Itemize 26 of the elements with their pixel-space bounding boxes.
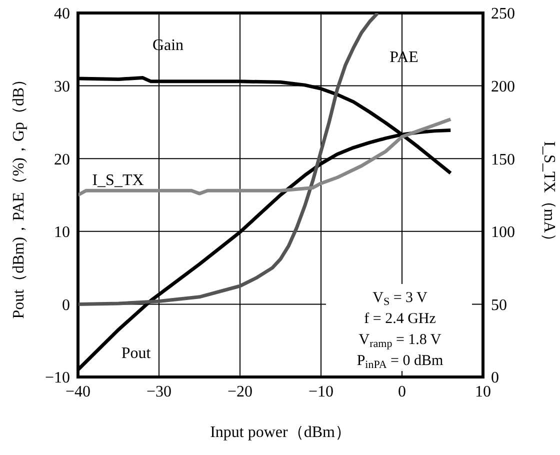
y2-tick-label: 100 <box>491 224 515 242</box>
x-tick-label: −20 <box>227 383 253 400</box>
y2-tick-label: 200 <box>491 78 515 96</box>
y-tick-label: 10 <box>54 224 70 242</box>
annotation: V$_{S}$ = 3 V <box>372 290 428 308</box>
annotation: f = 2.4 GHz <box>364 311 436 327</box>
y2-axis-title: I_S_TX（mA） <box>540 141 558 249</box>
y-tick-label: 30 <box>54 78 70 96</box>
y2-tick-label: 0 <box>491 370 499 387</box>
x-axis-title: Input power（dBm） <box>210 424 351 441</box>
line-series <box>78 118 452 197</box>
series-label: I_S_TX <box>92 172 144 189</box>
y-tick-label: 40 <box>54 6 70 23</box>
y2-tick-label: 250 <box>491 6 515 23</box>
y-axis-title: Pout（dBm)，PAE（%)，Gp（dB） <box>10 71 28 319</box>
y2-tick-label: 50 <box>491 296 507 314</box>
annotation: V$_{ramp}$ = 1.8 V <box>358 332 442 350</box>
annotation: P$_{inPA}$ = 0 dBm <box>356 353 444 371</box>
x-tick-label: −10 <box>308 383 334 400</box>
y-tick-label: 20 <box>54 151 70 168</box>
y-tick-label: 0 <box>62 296 70 314</box>
series-label: Pout <box>121 345 152 362</box>
x-tick-label: 0 <box>398 383 406 400</box>
x-tick-label: −30 <box>146 383 172 400</box>
y2-tick-label: 150 <box>491 151 515 168</box>
x-tick-label: 10 <box>475 383 491 400</box>
